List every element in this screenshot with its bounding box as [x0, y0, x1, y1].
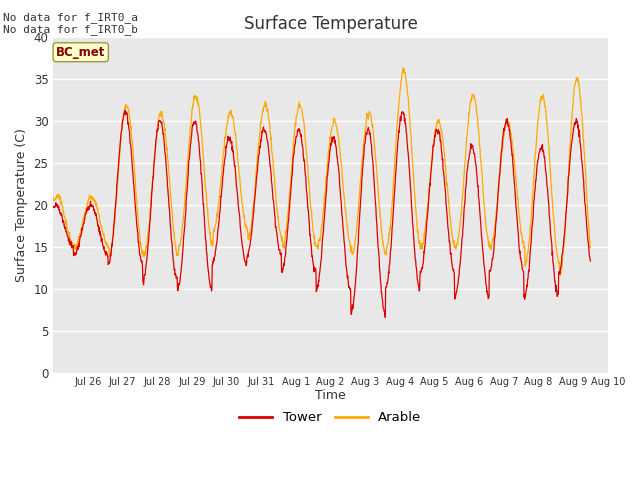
Legend: Tower, Arable: Tower, Arable: [234, 406, 427, 430]
Text: No data for f_IRT0_a
No data for f_IRT0_b: No data for f_IRT0_a No data for f_IRT0_…: [3, 12, 138, 36]
Text: BC_met: BC_met: [56, 46, 106, 59]
Title: Surface Temperature: Surface Temperature: [244, 15, 417, 33]
X-axis label: Time: Time: [315, 389, 346, 402]
Y-axis label: Surface Temperature (C): Surface Temperature (C): [15, 128, 28, 282]
